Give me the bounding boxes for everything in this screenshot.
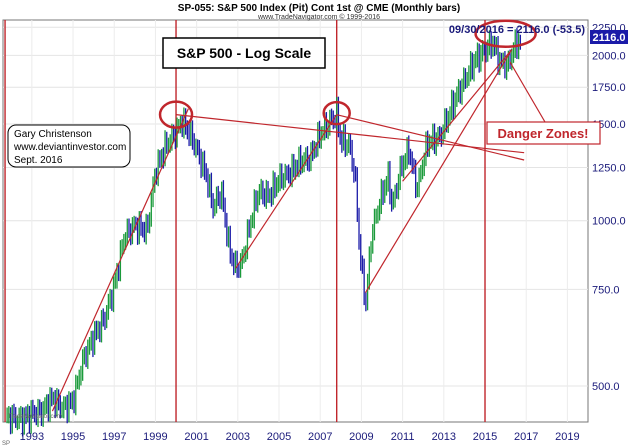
trendline xyxy=(336,114,525,161)
x-tick-label: 2019 xyxy=(555,431,579,443)
x-tick-label: 2007 xyxy=(308,431,332,443)
x-tick-label: 2009 xyxy=(349,431,373,443)
x-tick-label: 2011 xyxy=(391,431,415,443)
y-tick-label: 500.0 xyxy=(592,381,620,393)
x-tick-label: 2015 xyxy=(473,431,497,443)
y-tick-label: 1000.0 xyxy=(592,216,626,228)
x-tick-label: 2001 xyxy=(184,431,208,443)
danger-ellipse xyxy=(474,19,537,49)
x-tick-label: 1999 xyxy=(143,431,167,443)
trendline xyxy=(402,49,513,182)
danger-box xyxy=(486,121,601,145)
y-tick-label: 2000.0 xyxy=(592,50,626,62)
chart-source: www.TradeNavigator.com © 1999-2016 xyxy=(257,13,380,21)
y-tick-label: 750.0 xyxy=(592,284,620,296)
x-axis: 1993 1995 1997 1999 2001 2003 2005 2007 2009 2011… xyxy=(20,431,580,443)
trendlines xyxy=(51,49,525,412)
y-axis: 500.0750.01000.01250.01500.01750.02000.0… xyxy=(592,22,626,393)
author-date: Sept. 2016 xyxy=(14,155,63,166)
danger-arrow xyxy=(509,61,546,123)
x-tick-label: 2003 xyxy=(226,431,250,443)
x-tick-label: 2013 xyxy=(432,431,456,443)
danger-ellipse xyxy=(322,100,351,126)
author-box: Gary Christenson www.deviantinvestor.com… xyxy=(7,124,131,168)
vertical-lines xyxy=(4,20,486,422)
grid xyxy=(3,20,588,422)
x-tick-label: 2017 xyxy=(514,431,538,443)
y-tick-label: 1750.0 xyxy=(592,82,626,94)
title-box: S&P 500 - Log Scale xyxy=(162,37,326,69)
x-tick-label: 2005 xyxy=(267,431,291,443)
author-name: Gary Christenson xyxy=(14,129,92,140)
author-box-frame xyxy=(7,124,131,168)
last-price-tag-bg xyxy=(590,30,628,44)
chart-header: SP-055: S&P 500 Index (Pit) Cont 1st @ C… xyxy=(178,3,460,14)
chart-title: S&P 500 - Log Scale xyxy=(177,45,312,61)
author-site: www.deviantinvestor.com xyxy=(13,142,126,153)
trendline xyxy=(365,49,513,293)
danger-ellipses xyxy=(158,19,537,129)
last-price-tag: 2116.0 xyxy=(592,32,625,44)
symbol-label: SP xyxy=(2,441,10,447)
danger-callout: Danger Zones! xyxy=(486,61,601,145)
title-box-frame xyxy=(162,37,326,69)
danger-label: Danger Zones! xyxy=(497,126,588,141)
x-tick-label: 1995 xyxy=(61,431,85,443)
x-tick-label: 1993 xyxy=(20,431,44,443)
price-readout: 09/30/2016 = 2116.0 (-53.5) xyxy=(449,24,585,36)
watermark: TradeNavigator.com xyxy=(8,414,62,420)
danger-ellipse xyxy=(158,100,194,129)
y-tick-label: 1250.0 xyxy=(592,162,626,174)
trendline xyxy=(235,114,338,269)
x-tick-label: 1997 xyxy=(102,431,126,443)
trendline xyxy=(51,108,189,412)
